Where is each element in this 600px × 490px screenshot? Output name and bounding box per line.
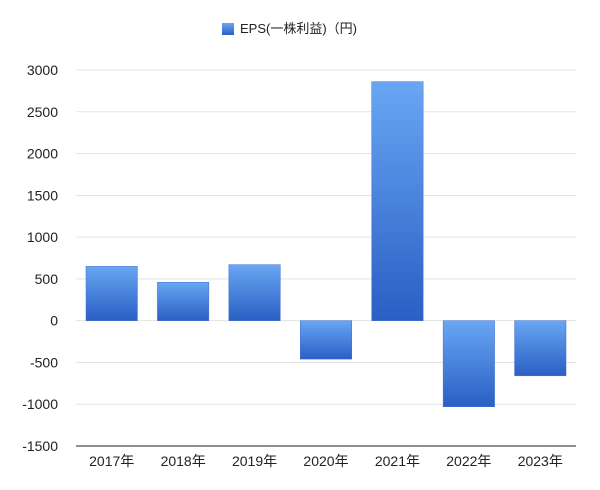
bar-2023年 bbox=[514, 320, 567, 377]
bars bbox=[85, 81, 567, 407]
legend: EPS(一株利益)（円) bbox=[222, 21, 357, 36]
x-tick-label: 2022年 bbox=[446, 453, 491, 469]
y-tick-label: 3000 bbox=[27, 62, 58, 78]
x-tick-label: 2017年 bbox=[89, 453, 134, 469]
y-tick-label: -1500 bbox=[22, 438, 58, 454]
tick-labels: 3000 2500 2000 1500 1000 500 0 -500 -1000 -1500 20… bbox=[22, 62, 563, 469]
y-tick-label: 2500 bbox=[27, 104, 58, 120]
bar-2018年 bbox=[157, 281, 210, 321]
y-tick-label: -500 bbox=[30, 354, 58, 370]
bar-2020年 bbox=[300, 320, 352, 360]
bar-2017年 bbox=[85, 266, 138, 321]
x-tick-label: 2018年 bbox=[161, 453, 206, 469]
y-tick-label: 1500 bbox=[27, 187, 58, 203]
y-tick-label: 0 bbox=[50, 313, 58, 329]
x-tick-label: 2023年 bbox=[518, 453, 563, 469]
bar-2019年 bbox=[228, 264, 281, 321]
y-tick-label: 500 bbox=[35, 271, 59, 287]
x-tick-label: 2019年 bbox=[232, 453, 277, 469]
legend-label: EPS(一株利益)（円) bbox=[240, 21, 357, 36]
x-tick-label: 2020年 bbox=[303, 453, 348, 469]
y-tick-label: -1000 bbox=[22, 396, 58, 412]
legend-swatch bbox=[222, 23, 234, 35]
bar-2021年 bbox=[371, 81, 424, 321]
y-tick-label: 2000 bbox=[27, 146, 58, 162]
bar-2022年 bbox=[442, 320, 495, 407]
y-tick-label: 1000 bbox=[27, 229, 58, 245]
x-tick-label: 2021年 bbox=[375, 453, 420, 469]
